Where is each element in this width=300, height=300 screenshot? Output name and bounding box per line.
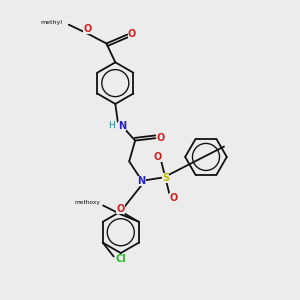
Text: S: S (162, 173, 169, 183)
Text: O: O (128, 28, 136, 39)
Text: methoxy: methoxy (75, 200, 101, 205)
Text: O: O (83, 24, 92, 34)
Text: O: O (116, 204, 124, 214)
Text: O: O (153, 152, 162, 162)
Text: O: O (169, 193, 177, 203)
Text: N: N (137, 176, 146, 186)
Text: methyl: methyl (41, 20, 63, 25)
Text: Cl: Cl (115, 254, 126, 264)
Text: N: N (118, 121, 126, 131)
Text: H: H (109, 121, 115, 130)
Text: O: O (156, 133, 164, 143)
